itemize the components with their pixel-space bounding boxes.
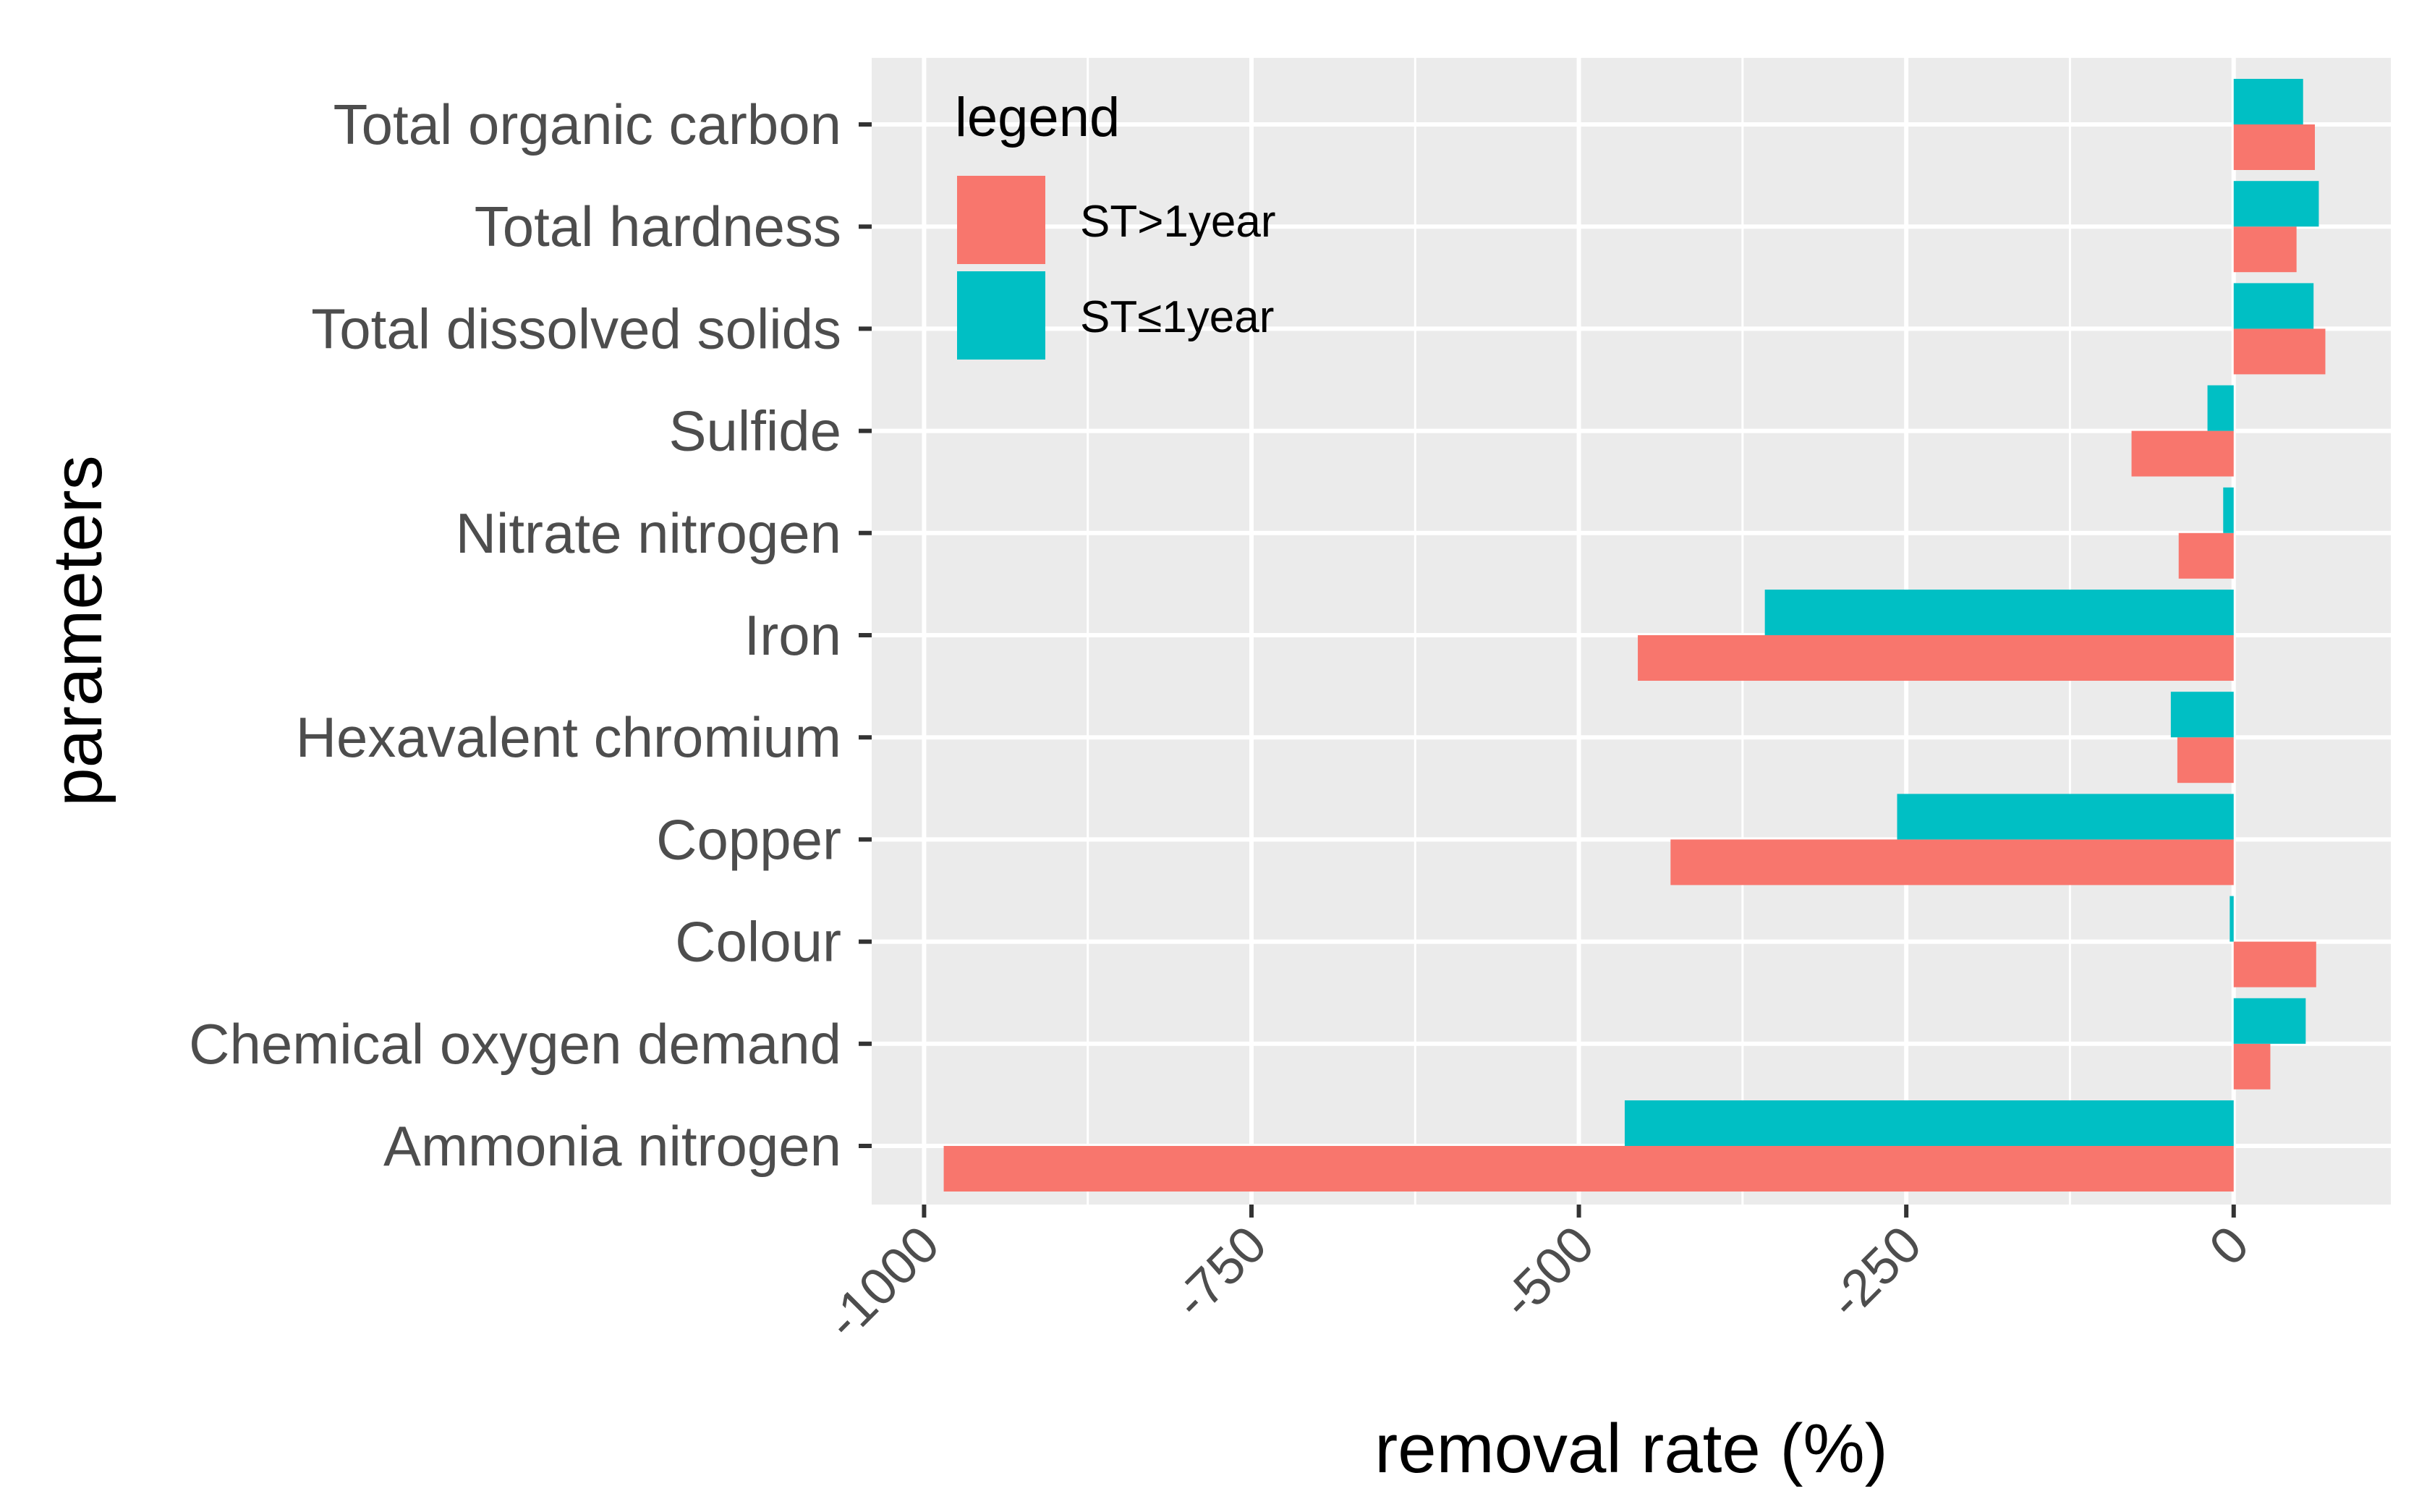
bar-st-gt-1year (2233, 226, 2297, 273)
x-tick-label: 0 (2198, 1215, 2260, 1277)
bar-st-gt-1year (2233, 124, 2315, 170)
legend-label-st-le-1year: ST≤1year (1080, 292, 1274, 342)
bar-st-le-1year (2207, 385, 2234, 431)
y-tick-label: Sulfide (669, 399, 842, 463)
bar-st-gt-1year (2233, 328, 2326, 375)
bar-st-gt-1year (943, 1146, 2234, 1192)
legend-label-st-gt-1year: ST>1year (1080, 197, 1276, 247)
bar-st-le-1year (1624, 1100, 2234, 1146)
bar-st-gt-1year (2178, 532, 2234, 579)
bar-st-gt-1year (2131, 430, 2234, 477)
bar-st-le-1year (2233, 181, 2319, 227)
legend: legend ST>1year ST≤1year (955, 87, 1276, 360)
y-tick-label: Total organic carbon (333, 93, 841, 156)
x-tick-label: -250 (1818, 1215, 1932, 1330)
bar-st-le-1year (2233, 79, 2303, 124)
bar-st-gt-1year (1638, 635, 2234, 681)
x-tick-label: -500 (1490, 1215, 1604, 1330)
y-axis: Total organic carbon Total hardness Total … (189, 93, 872, 1178)
bar-st-le-1year (1764, 590, 2234, 635)
bar-st-le-1year (2223, 487, 2234, 533)
legend-key-st-gt-1year (957, 176, 1045, 264)
y-tick-label: Colour (675, 910, 841, 974)
bar-st-le-1year (2230, 896, 2234, 942)
x-tick-label: -750 (1163, 1215, 1278, 1330)
bar-st-le-1year (2170, 692, 2234, 738)
y-tick-label: Nitrate nitrogen (456, 501, 841, 565)
bars (943, 79, 2326, 1192)
y-tick-label: Copper (656, 807, 841, 871)
legend-title: legend (955, 87, 1120, 148)
bar-st-gt-1year (2233, 941, 2316, 988)
y-tick-label: Chemical oxygen demand (189, 1012, 841, 1076)
bar-st-le-1year (2233, 998, 2306, 1044)
bar-st-gt-1year (1670, 839, 2234, 885)
bar-st-le-1year (1897, 794, 2234, 840)
y-tick-label: Hexavalent chromium (296, 705, 841, 769)
y-tick-label: Iron (744, 603, 841, 667)
bar-st-gt-1year (2233, 1043, 2271, 1090)
y-tick-label: Ammonia nitrogen (383, 1114, 841, 1178)
y-axis-title: parameters (39, 455, 116, 807)
x-axis-title: removal rate (%) (1374, 1410, 1888, 1487)
bar-st-le-1year (2233, 283, 2314, 329)
x-tick-label: -1000 (815, 1215, 951, 1351)
y-tick-label: Total dissolved solids (311, 297, 841, 360)
bar-st-gt-1year (2177, 737, 2234, 783)
legend-key-st-le-1year (957, 271, 1045, 360)
x-axis: -1000 -750 -500 -250 0 (815, 1205, 2260, 1351)
y-tick-label: Total hardness (475, 195, 841, 258)
